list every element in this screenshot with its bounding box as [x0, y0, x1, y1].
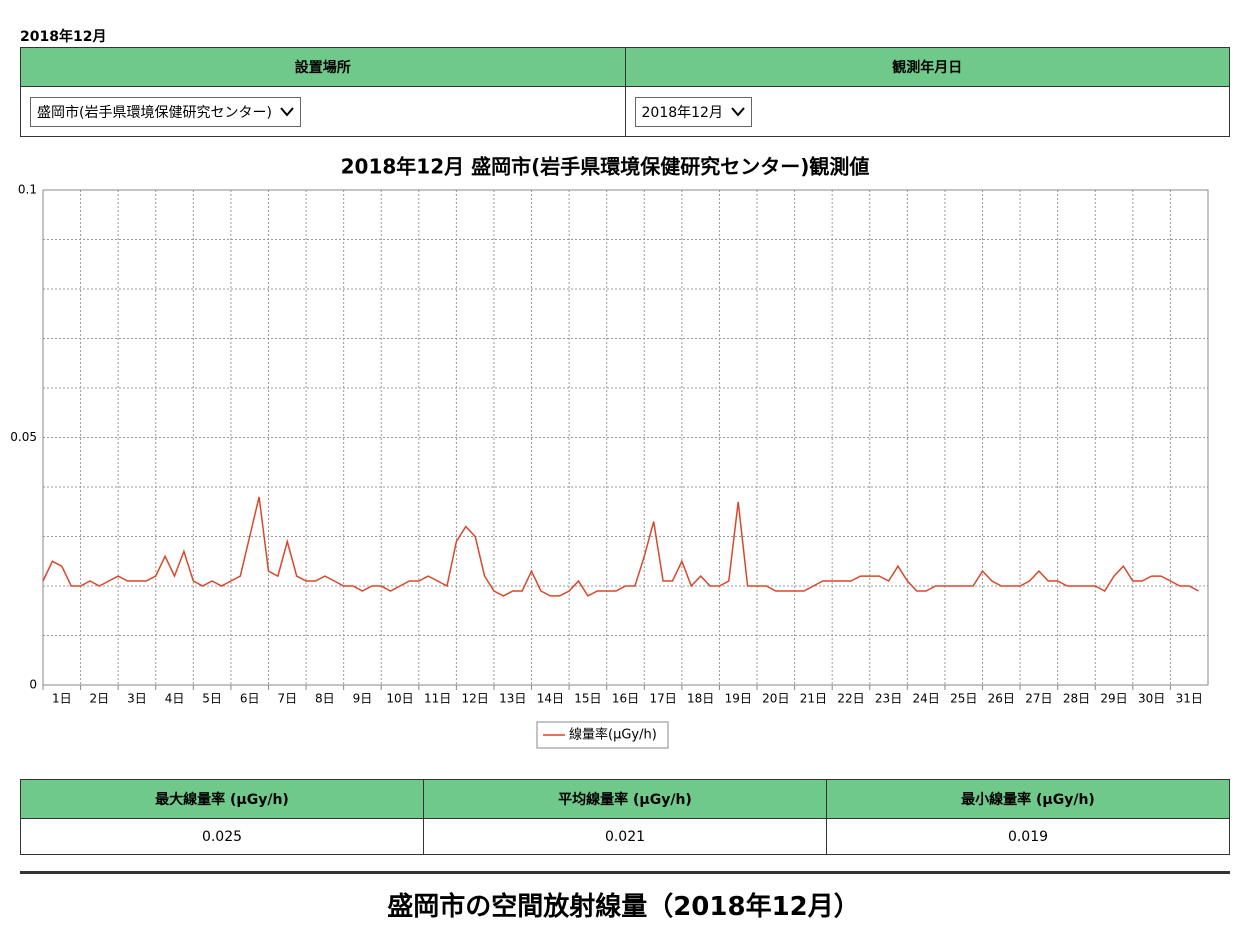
data-line	[42, 496, 1199, 597]
month-heading: 2018年12月	[20, 29, 107, 45]
table-header: 最小線量率 (μGy/h)	[826, 779, 1230, 819]
x-tick-label: 4日	[165, 692, 185, 706]
cell: 盛岡市(岩手県環境保健研究センター)	[20, 86, 626, 137]
x-tick-label: 24日	[913, 692, 940, 706]
x-tick-label: 29日	[1100, 692, 1127, 706]
x-tick-label: 28日	[1063, 692, 1090, 706]
y-tick-label: 0.05	[10, 430, 37, 444]
x-tick-label: 21日	[800, 692, 827, 706]
x-tick-label: 25日	[950, 692, 977, 706]
plot-frame	[42, 189, 1209, 686]
x-tick-label: 15日	[574, 692, 601, 706]
chart: 2018年12月 盛岡市(岩手県環境保健研究センター)観測値 0 0.05 0.1 1…	[10, 155, 1209, 749]
chevron	[731, 106, 745, 117]
cell: 0.021	[423, 818, 827, 855]
x-tick-label: 13日	[499, 692, 526, 706]
table-header: 最大線量率 (μGy/h)	[20, 779, 424, 819]
x-tick-label: 11日	[424, 692, 451, 706]
caption: 盛岡市の空間放射線量（2018年12月）	[387, 892, 860, 922]
select-value: 盛岡市(岩手県環境保健研究センター)	[37, 104, 272, 121]
x-tick-label: 23日	[875, 692, 902, 706]
cell: 0.019	[826, 818, 1230, 855]
x-tick-label: 2日	[90, 692, 110, 706]
x-tick-label: 20日	[762, 692, 789, 706]
x-tick-label: 19日	[725, 692, 752, 706]
selector-table: 設置場所 観測年月日 盛岡市(岩手県環境保健研究センター) 2018年12月	[20, 47, 1230, 137]
chevron	[280, 106, 294, 117]
cell: 0.025	[20, 818, 424, 855]
location-select[interactable]: 盛岡市(岩手県環境保健研究センター)	[30, 96, 301, 127]
x-tick-label: 30日	[1138, 692, 1165, 706]
chart-title: 2018年12月 盛岡市(岩手県環境保健研究センター)観測値	[341, 155, 870, 179]
x-tick-label: 14日	[537, 692, 564, 706]
y-tick-label: 0.1	[18, 183, 37, 197]
table-header: 平均線量率 (μGy/h)	[423, 779, 827, 819]
x-tick-label: 6日	[240, 692, 260, 706]
x-tick-label: 7日	[277, 692, 297, 706]
x-tick-label: 3日	[127, 692, 147, 706]
x-tick-label: 27日	[1025, 692, 1052, 706]
select-value: 2018年12月	[641, 104, 723, 121]
x-tick-label: 17日	[649, 692, 676, 706]
separator	[20, 871, 1230, 874]
legend-label: 線量率(μGy/h)	[569, 727, 657, 743]
x-tick-label: 16日	[612, 692, 639, 706]
date-select[interactable]: 2018年12月	[634, 96, 752, 127]
x-tick-label: 22日	[837, 692, 864, 706]
x-tick-label: 5日	[202, 692, 222, 706]
x-tick-label: 9日	[353, 692, 373, 706]
x-tick-label: 8日	[315, 692, 335, 706]
table-header: 設置場所	[20, 47, 626, 87]
cell: 2018年12月	[624, 86, 1230, 137]
x-tick-label: 12日	[462, 692, 489, 706]
x-tick-label: 18日	[687, 692, 714, 706]
legend: 線量率(μGy/h)	[536, 721, 669, 749]
y-tick-label: 0	[29, 678, 37, 692]
x-tick-label: 31日	[1176, 692, 1203, 706]
x-tick-label: 10日	[386, 692, 413, 706]
x-tick-label: 26日	[988, 692, 1015, 706]
table-header: 観測年月日	[624, 47, 1230, 87]
stats-table: 最大線量率 (μGy/h) 平均線量率 (μGy/h) 最小線量率 (μGy/h) …	[20, 779, 1230, 855]
x-tick-label: 1日	[52, 692, 72, 706]
